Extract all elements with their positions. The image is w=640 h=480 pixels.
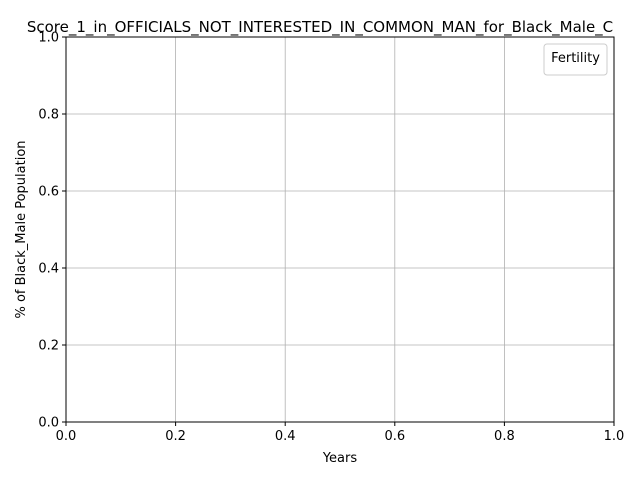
legend-title: Fertility <box>551 51 600 66</box>
y-tick-label: 0.8 <box>38 108 59 123</box>
y-tick-label: 0.0 <box>38 416 59 431</box>
x-axis-label: Years <box>322 451 358 466</box>
x-axis-ticks: 0.0 0.2 0.4 0.6 0.8 1.0 <box>56 422 625 444</box>
y-tick-label: 0.6 <box>38 185 59 200</box>
gridlines <box>65 36 615 423</box>
x-tick-label: 1.0 <box>604 429 625 444</box>
x-tick-label: 0.6 <box>384 429 405 444</box>
x-tick-label: 0.4 <box>275 429 296 444</box>
plot-frame <box>65 36 615 423</box>
chart-title: Score_1_in_OFFICIALS_NOT_INTERESTED_IN_C… <box>27 18 613 37</box>
y-tick-label: 0.4 <box>38 262 59 277</box>
y-axis-ticks: 0.0 0.2 0.4 0.6 0.8 1.0 <box>38 31 66 431</box>
legend: Fertility <box>543 43 608 76</box>
x-tick-label: 0.8 <box>494 429 515 444</box>
y-tick-label: 1.0 <box>38 31 59 46</box>
plot-area <box>66 37 614 422</box>
y-tick-label: 0.2 <box>38 339 59 354</box>
x-tick-label: 0.2 <box>165 429 186 444</box>
x-tick-label: 0.0 <box>56 429 77 444</box>
y-axis-label: % of Black_Male Population <box>14 140 29 318</box>
legend-box <box>543 43 608 76</box>
